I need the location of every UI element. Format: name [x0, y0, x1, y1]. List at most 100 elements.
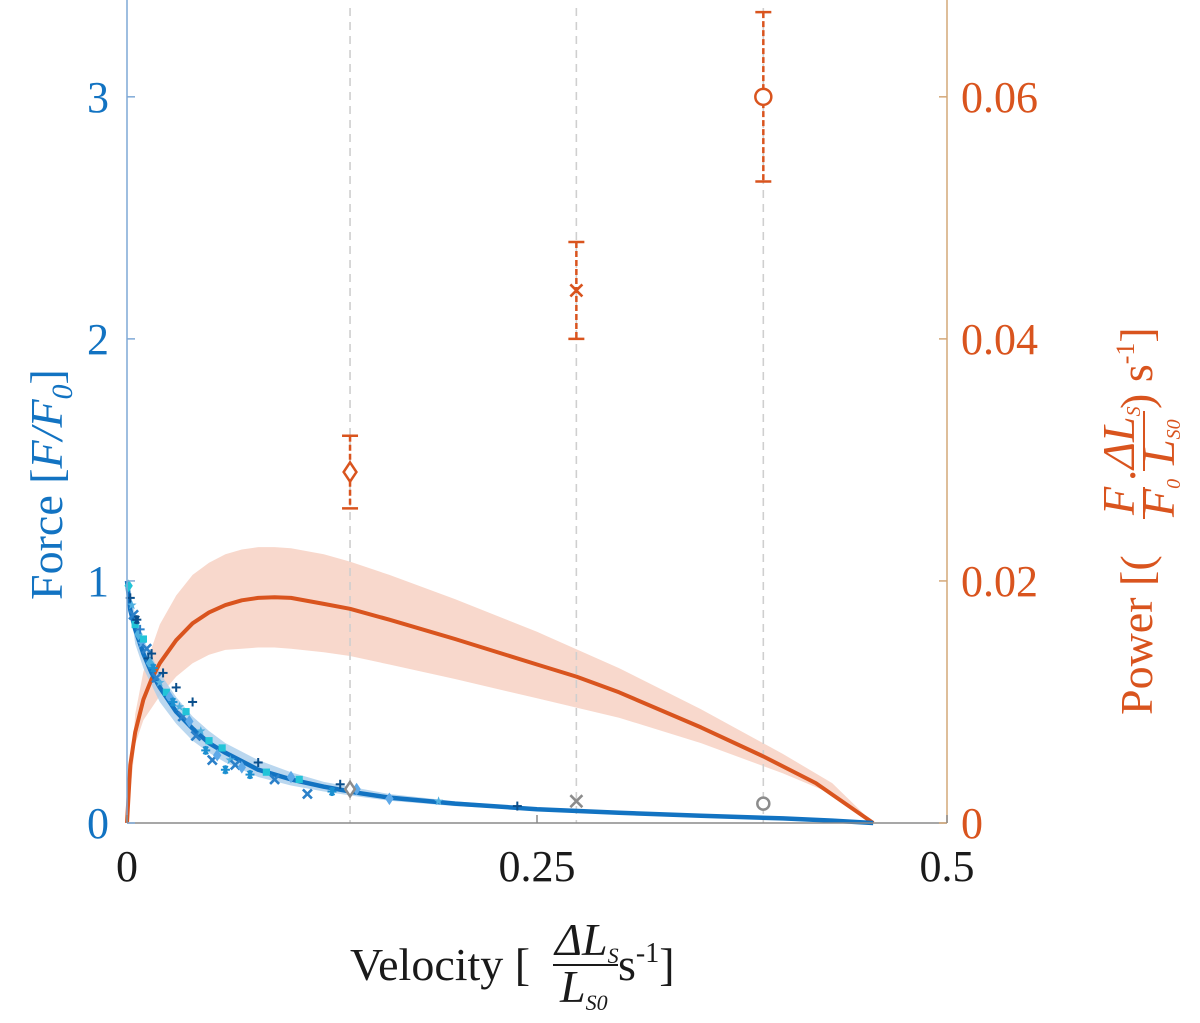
y-right-f-den: F0 — [1133, 479, 1185, 518]
force-scatter-point-49-shape — [385, 792, 394, 806]
x-axis-label-fraction: ΔLS LS0 — [553, 914, 619, 1015]
axes — [126, 0, 948, 824]
power-measurement-circle — [754, 10, 773, 183]
y-right-tick-label-1: 0 — [961, 799, 983, 848]
force-scatter-point-34-shape — [218, 744, 226, 752]
y-right-l-den: LS0 — [1133, 419, 1185, 466]
force-scatter-point-5-shape — [131, 620, 139, 629]
power-marker-diamond-shape — [342, 460, 358, 484]
force-scatter-point-47 — [335, 779, 345, 789]
force-scatter-point-4-b — [128, 609, 139, 621]
force-scatter-point-44-shape — [295, 775, 303, 784]
force-scatter-point-33 — [212, 748, 222, 762]
force-scatter-points — [124, 579, 522, 811]
power-measurement-x — [568, 240, 585, 341]
x-fraction-numerator: ΔLS — [553, 914, 619, 968]
force-scatter-point-27 — [188, 697, 198, 707]
force-scatter-point-50-shape — [433, 796, 444, 806]
force-scatter-point-10 — [139, 635, 147, 643]
force-scatter-point-22 — [171, 682, 181, 692]
force-scatter-point-41 — [262, 768, 270, 776]
force-scatter-point-16-b — [151, 672, 162, 684]
y-left-tick-label-2: 1 — [87, 557, 109, 606]
force-scatter-point-51 — [512, 801, 522, 811]
force-scatter-point-26 — [185, 715, 194, 728]
y-left-axis-label: Force [F/F0] — [21, 369, 79, 600]
force-measurement-diamond-shape — [343, 779, 357, 799]
force-scatter-point-11 — [141, 643, 153, 655]
force-scatter-point-31-shape — [205, 737, 213, 745]
force-scatter-point-42 — [269, 774, 281, 785]
confidence-bands — [127, 547, 874, 823]
force-scatter-point-34 — [218, 744, 226, 752]
y-right-tick-label-2: 0.02 — [961, 557, 1038, 606]
force-scatter-point-5 — [131, 620, 139, 629]
force-scatter-point-10-shape — [139, 635, 147, 643]
x-tick-label-3: 0.5 — [920, 842, 975, 891]
force-scatter-point-23-shape — [174, 701, 185, 711]
force-scatter-point-11-b — [141, 643, 153, 655]
force-scatter-point-23 — [174, 701, 185, 711]
force-scatter-point-38-shape — [237, 761, 247, 774]
force-scatter-point-40 — [253, 757, 263, 767]
force-scatter-point-37-b — [229, 759, 241, 771]
force-scatter-point-8 — [135, 624, 145, 634]
y-right-label-close: ) s-1] — [1111, 327, 1162, 409]
x-axis-label: Velocity [ ΔLS LS0 s-1] — [350, 914, 675, 1015]
power-confidence-band — [127, 547, 874, 823]
force-scatter-point-33-shape — [212, 748, 222, 762]
force-scatter-point-3 — [127, 600, 137, 610]
x-tick-label-1: 0 — [116, 842, 138, 891]
force-scatter-point-43-shape — [286, 770, 296, 784]
force-scatter-point-15 — [148, 663, 158, 673]
force-scatter-point-41-shape — [262, 768, 270, 776]
power-marker-circle-shape — [754, 87, 773, 107]
force-scatter-point-49 — [385, 792, 394, 806]
force-scatter-point-26-shape — [185, 715, 194, 728]
power-marker-circle — [754, 87, 773, 107]
force-scatter-point-9-shape — [137, 638, 147, 648]
force-measurement-x — [569, 794, 584, 809]
force-scatter-point-6 — [132, 615, 142, 625]
force-scatter-point-38 — [237, 761, 247, 774]
y-right-axis-label: Power [( F F0 · ΔLS LS0 ) s-1] — [1093, 327, 1185, 715]
y-left-tick-label-3: 2 — [87, 315, 109, 364]
force-scatter-point-19 — [162, 688, 170, 696]
x-tick-label-2: 0.25 — [499, 842, 576, 891]
force-scatter-point-45-b — [301, 788, 313, 800]
force-scatter-point-9 — [137, 638, 147, 648]
force-scatter-point-29 — [196, 726, 206, 735]
x-fraction-denominator: LS0 — [559, 961, 608, 1015]
force-measurement-circle — [756, 796, 771, 811]
force-scatter-point-3-shape — [127, 600, 137, 610]
force-scatter-point-45 — [301, 788, 313, 800]
y-right-tick-label-3: 0.04 — [961, 315, 1038, 364]
force-scatter-point-18 — [158, 668, 168, 678]
tick-labels: 0 1 2 3 0 0.02 0.04 0.06 0 0.25 0.5 — [87, 73, 1038, 891]
force-scatter-point-46 — [327, 787, 337, 797]
y-right-dot: · — [1107, 468, 1158, 483]
power-marker-x-b — [569, 283, 584, 298]
measurement-markers — [342, 10, 773, 811]
force-scatter-point-29-shape — [196, 726, 206, 735]
force-scatter-point-25-shape — [182, 708, 190, 716]
force-measurement-diamond — [343, 779, 357, 799]
force-scatter-point-14 — [147, 649, 157, 659]
force-scatter-point-25 — [182, 708, 190, 716]
force-scatter-point-17 — [155, 677, 165, 687]
force-scatter-point-17-shape — [155, 677, 165, 687]
force-scatter-point-44 — [295, 775, 303, 784]
force-scatter-point-35 — [220, 765, 230, 775]
x-axis-label-unit: s-1] — [618, 938, 675, 990]
power-marker-diamond — [342, 460, 358, 484]
force-scatter-point-31 — [205, 737, 213, 745]
force-measurement-x-b — [569, 794, 584, 809]
vertical-guides — [349, 8, 765, 823]
power-curve — [125, 595, 875, 825]
force-scatter-point-36 — [225, 755, 235, 765]
y-right-label-prefix: Power [( — [1111, 555, 1162, 715]
force-scatter-point-43 — [286, 770, 296, 784]
power-measurement-diamond — [342, 434, 359, 510]
y-left-tick-label-1: 0 — [87, 799, 109, 848]
